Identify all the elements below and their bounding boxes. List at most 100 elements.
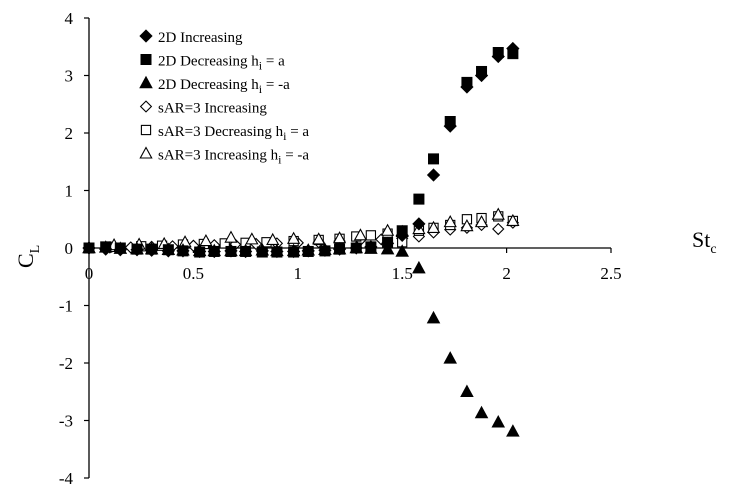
legend-label-text: sAR=3 Increasing h bbox=[158, 148, 279, 164]
legend-label-text: 2D Decreasing h bbox=[158, 54, 259, 70]
data-point bbox=[443, 214, 457, 228]
legend-label-suffix: = -a bbox=[262, 77, 290, 93]
legend-label-text: sAR=3 Increasing bbox=[158, 101, 267, 117]
data-point bbox=[98, 240, 113, 253]
data-point bbox=[380, 241, 395, 255]
legend-marker-square-open bbox=[140, 124, 152, 136]
data-point bbox=[219, 238, 230, 249]
data-point bbox=[82, 240, 96, 254]
legend-label: sAR=3 Increasing bbox=[158, 101, 267, 117]
legend-item: 2D Decreasing hi = a bbox=[140, 53, 285, 73]
data-point bbox=[443, 351, 457, 364]
data-point bbox=[492, 222, 505, 236]
x-tick-label: 2 bbox=[502, 264, 511, 283]
x-tick-label: 0 bbox=[85, 264, 94, 283]
y-tick-label: 3 bbox=[65, 67, 74, 86]
data-point bbox=[428, 153, 440, 165]
legend-label: 2D Decreasing hi = -a bbox=[158, 77, 290, 96]
data-point bbox=[380, 223, 395, 236]
y-axis-title: CL bbox=[13, 245, 43, 268]
legend-marker-triangle-open bbox=[139, 146, 153, 159]
legend-item: 2D Increasing bbox=[139, 29, 243, 46]
data-point bbox=[199, 233, 213, 247]
data-point bbox=[353, 228, 368, 241]
data-point bbox=[144, 241, 159, 255]
data-point bbox=[460, 384, 474, 398]
data-point bbox=[224, 243, 238, 257]
data-point bbox=[426, 168, 441, 182]
legend-marker-diamond-filled bbox=[139, 29, 153, 43]
series-3 bbox=[82, 240, 520, 437]
data-point bbox=[491, 414, 506, 428]
data-point bbox=[207, 243, 222, 257]
data-point bbox=[507, 48, 519, 60]
data-point bbox=[238, 243, 253, 257]
x-axis-title-main: St bbox=[692, 227, 710, 252]
x-axis-title: Stc bbox=[692, 227, 717, 257]
data-point bbox=[461, 76, 473, 88]
y-tick-label: -2 bbox=[59, 354, 73, 373]
data-point bbox=[412, 217, 426, 231]
legend-label-text: sAR=3 Decreasing h bbox=[158, 124, 284, 140]
data-point bbox=[113, 241, 128, 254]
legend-label: sAR=3 Decreasing hi = a bbox=[158, 124, 309, 143]
data-point bbox=[266, 232, 280, 245]
legend-label-suffix: = a bbox=[286, 124, 309, 140]
data-point bbox=[506, 424, 520, 437]
data-point bbox=[130, 241, 144, 255]
data-point bbox=[365, 230, 377, 241]
data-point bbox=[395, 244, 409, 257]
data-point bbox=[332, 241, 347, 255]
data-point bbox=[444, 116, 456, 128]
legend-label: 2D Increasing bbox=[158, 30, 243, 46]
legend-label-subscript: i bbox=[259, 82, 263, 96]
legend-marker-triangle-filled bbox=[139, 75, 153, 89]
legend-item: sAR=3 Decreasing hi = a bbox=[140, 124, 309, 143]
data-point bbox=[413, 193, 425, 205]
legend-marker-diamond-open bbox=[139, 100, 153, 113]
data-point bbox=[312, 232, 326, 245]
data-point bbox=[176, 243, 190, 256]
y-tick-label: 0 bbox=[65, 239, 74, 258]
x-tick-label: 1.5 bbox=[392, 264, 413, 283]
data-point bbox=[224, 230, 238, 243]
data-point bbox=[476, 65, 488, 77]
legend-label-subscript: i bbox=[259, 59, 263, 73]
y-tick-label: 4 bbox=[65, 9, 74, 28]
data-point bbox=[270, 243, 284, 257]
legend-label: 2D Decreasing hi = a bbox=[158, 54, 285, 73]
legend-item: sAR=3 Increasing hi = -a bbox=[139, 146, 309, 167]
y-tick-label: -4 bbox=[59, 469, 74, 488]
data-point bbox=[255, 243, 270, 256]
legend-marker-square-filled bbox=[140, 53, 152, 65]
data-point bbox=[318, 242, 332, 255]
x-tick-label: 2.5 bbox=[600, 264, 621, 283]
legend-label-text: 2D Increasing bbox=[158, 30, 243, 46]
data-point bbox=[491, 207, 505, 220]
y-axis-title-main: C bbox=[13, 253, 38, 268]
data-point bbox=[364, 241, 378, 254]
data-point bbox=[286, 243, 301, 257]
data-point bbox=[426, 220, 441, 233]
y-tick-label: -3 bbox=[59, 412, 73, 431]
legend-label-text: 2D Decreasing h bbox=[158, 77, 259, 93]
data-point bbox=[492, 46, 504, 58]
y-tick-label: 1 bbox=[65, 182, 74, 201]
y-tick-label: -1 bbox=[59, 297, 73, 316]
legend-item: 2D Decreasing hi = -a bbox=[139, 75, 290, 96]
y-tick-label: 2 bbox=[65, 124, 74, 143]
legend-item: sAR=3 Increasing bbox=[139, 100, 267, 117]
legend-label-subscript: i bbox=[278, 153, 282, 167]
data-point bbox=[396, 225, 408, 237]
data-point bbox=[192, 243, 207, 257]
data-point bbox=[161, 242, 176, 255]
legend-label-subscript: i bbox=[283, 129, 287, 143]
data-point bbox=[506, 213, 520, 227]
data-point bbox=[301, 243, 316, 256]
legend-label-suffix: = a bbox=[262, 54, 285, 70]
data-point bbox=[412, 260, 426, 274]
x-tick-label: 1 bbox=[294, 264, 303, 283]
data-point bbox=[349, 240, 364, 254]
